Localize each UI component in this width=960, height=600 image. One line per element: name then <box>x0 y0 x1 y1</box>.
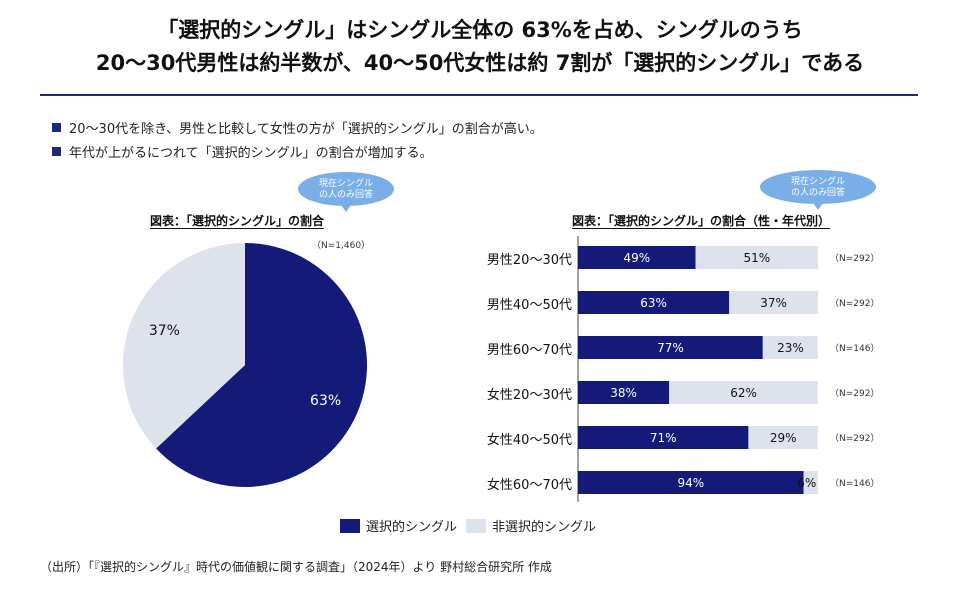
bar-sample-size: （N=292） <box>830 253 879 264</box>
bar-segment <box>578 471 804 494</box>
legend-label: 選択的シングル <box>366 520 458 535</box>
bullet-text: 年代が上がるにつれて「選択的シングル」の割合が増加する。 <box>69 146 433 161</box>
bar-value-label: 49% <box>623 251 650 265</box>
bar-segment <box>748 426 818 449</box>
bar-category-label: 女性60〜70代 <box>486 478 572 493</box>
bubble-line-2: の人のみ回答 <box>318 190 373 200</box>
bar-sample-size: （N=292） <box>830 388 879 399</box>
bullet-item: 20〜30代を除き、男性と比較して女性の方が「選択的シングル」の割合が高い。 <box>52 118 543 137</box>
bar-value-label: 94% <box>677 476 704 490</box>
bar-category-label: 男性40〜50代 <box>486 298 572 313</box>
bar-value-label: 62% <box>730 386 757 400</box>
pie-slice <box>156 242 368 487</box>
bar-segment <box>578 246 696 269</box>
source-note: （出所）「『選択的シングル』時代の価値観に関する調査」（2024年）より 野村総… <box>40 560 552 574</box>
bar-value-label: 37% <box>760 296 787 310</box>
respondent-note-bubble: 現在シングル の人のみ回答 <box>760 170 876 210</box>
pie-slice-label: 63% <box>310 393 341 409</box>
bar-category-label: 女性20〜30代 <box>486 388 572 403</box>
bar-value-label: 77% <box>657 341 684 355</box>
bar-sample-size: （N=292） <box>830 298 879 309</box>
title-divider <box>40 94 918 96</box>
legend-item-non-selective: 非選択的シングル <box>466 516 596 535</box>
bubble-line-1: 現在シングル <box>790 177 845 187</box>
bar-value-label: 6% <box>797 476 816 490</box>
bar-value-label: 38% <box>610 386 637 400</box>
bar-chart-title: 図表：「選択的シングル」の割合（性・年代別） <box>572 214 831 228</box>
bar-segment <box>578 291 730 314</box>
bar-segment <box>762 336 818 359</box>
bar-category-label: 女性40〜50代 <box>486 433 572 448</box>
pie-slice-label: 37% <box>149 323 180 339</box>
bar-category-label: 男性20〜30代 <box>486 253 572 268</box>
bar-segment <box>578 426 749 449</box>
bar-value-label: 63% <box>640 296 667 310</box>
bar-segment <box>578 336 763 359</box>
bar-category-label: 男性60〜70代 <box>486 343 572 358</box>
bar-value-label: 23% <box>777 341 804 355</box>
bullet-text: 20〜30代を除き、男性と比較して女性の方が「選択的シングル」の割合が高い。 <box>69 122 543 137</box>
bubble-line-2: の人のみ回答 <box>790 188 845 198</box>
title-line-2: 20〜30代男性は約半数が、40〜50代女性は約 7割が「選択的シングル」である <box>95 51 865 75</box>
bar-sample-size: （N=146） <box>830 343 879 354</box>
bar-segment <box>669 381 818 404</box>
bullet-square-icon <box>52 147 61 156</box>
pie-sample-size: （N=1,460） <box>312 241 371 251</box>
bar-sample-size: （N=146） <box>830 478 879 489</box>
bubble-line-1: 現在シングル <box>318 179 373 189</box>
legend-label: 非選択的シングル <box>492 520 597 535</box>
page-title: 「選択的シングル」はシングル全体の 63%を占め、シングルのうち 20〜30代男… <box>0 14 960 80</box>
title-line-1: 「選択的シングル」はシングル全体の 63%を占め、シングルのうち <box>157 18 803 42</box>
bar-value-label: 71% <box>650 431 677 445</box>
bar-segment <box>695 246 818 269</box>
legend-swatch-non-selective <box>466 519 486 533</box>
legend-swatch-selective <box>340 519 360 533</box>
bullet-square-icon <box>52 123 61 132</box>
bar-segment <box>729 291 818 314</box>
legend-item-selective: 選択的シングル <box>340 516 457 535</box>
bar-value-label: 51% <box>743 251 770 265</box>
pie-chart-title: 図表：「選択的シングル」の割合 <box>150 214 325 228</box>
pie-slice <box>123 243 245 449</box>
bar-segment <box>578 381 670 404</box>
bar-segment <box>803 471 818 494</box>
bar-sample-size: （N=292） <box>830 433 879 444</box>
bar-value-label: 29% <box>770 431 797 445</box>
respondent-note-bubble: 現在シングル の人のみ回答 <box>298 172 394 212</box>
bullet-item: 年代が上がるにつれて「選択的シングル」の割合が増加する。 <box>52 142 433 161</box>
